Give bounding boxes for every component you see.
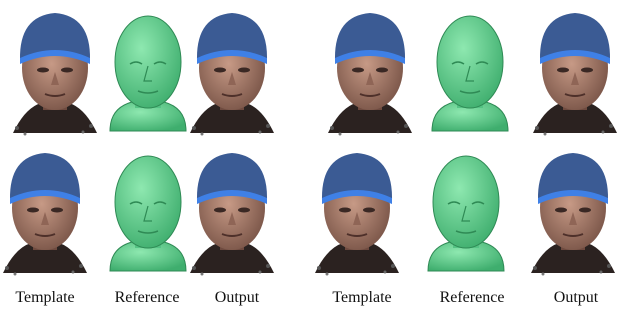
caption-label: Reference xyxy=(440,289,505,306)
caption-label: Template xyxy=(15,289,74,306)
caption-label: Template xyxy=(332,289,391,306)
page: Template Reference Output Template Refer… xyxy=(0,0,629,310)
caption-label: Output xyxy=(554,289,599,306)
output-image xyxy=(190,153,274,276)
template-image xyxy=(13,13,97,136)
output-image xyxy=(533,13,617,136)
template-image xyxy=(3,153,87,276)
caption-label: Output xyxy=(215,289,260,306)
reference-image xyxy=(110,16,186,131)
template-image xyxy=(328,13,412,136)
output-image xyxy=(531,153,615,276)
output-image xyxy=(190,13,274,136)
figure: Template Reference Output Template Refer… xyxy=(0,0,629,310)
reference-image xyxy=(428,156,504,271)
reference-image xyxy=(432,16,508,131)
caption-label: Reference xyxy=(115,289,180,306)
reference-image xyxy=(110,156,186,271)
template-image xyxy=(315,153,399,276)
